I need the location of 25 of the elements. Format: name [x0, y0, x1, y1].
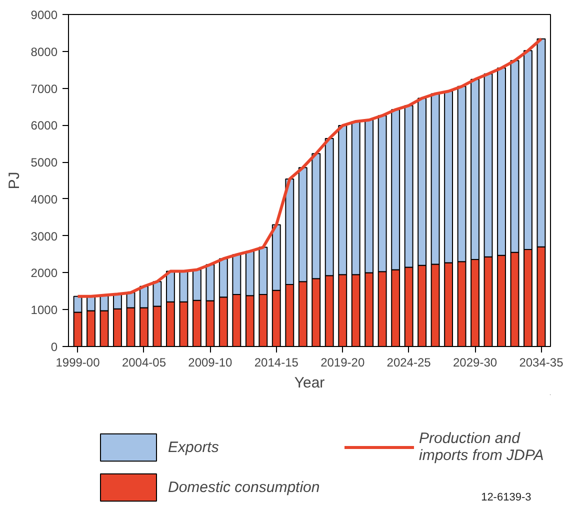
x-tick-label: 2004-05: [122, 356, 166, 370]
y-tick-label: 6000: [30, 118, 58, 133]
x-tick-label: 2009-10: [188, 356, 233, 370]
y-tick-label: 9000: [30, 8, 58, 22]
x-axis-title: Year: [294, 374, 325, 392]
y-tick-label: 8000: [30, 44, 58, 59]
x-tick-label: 2029-30: [453, 356, 498, 370]
y-tick-label: 7000: [30, 82, 58, 96]
y-tick-label: 5000: [30, 156, 58, 170]
text: 12-6139-3: [481, 492, 532, 504]
legend-label: Exports: [168, 438, 220, 456]
y-tick-label: 0: [50, 340, 58, 354]
x-tick-label: 2014-15: [254, 356, 299, 370]
legend-label: Production and imports from JDPA: [419, 430, 545, 464]
y-tick-label: 2000: [30, 266, 58, 280]
y-tick-label: 1000: [30, 303, 58, 318]
legend-label: Domestic consumption: [168, 478, 321, 496]
x-tick-label: 2034-35: [519, 356, 564, 370]
y-tick-label: 3000: [30, 229, 58, 244]
y-tick-label: 4000: [30, 192, 58, 206]
line-series: [76, 37, 543, 298]
y-axis-title: PJ: [6, 172, 23, 190]
x-tick-label: 2024-25: [386, 356, 432, 370]
x-tick-label: 2019-20: [320, 356, 365, 370]
x-tick-label: 1999-00: [56, 356, 100, 370]
